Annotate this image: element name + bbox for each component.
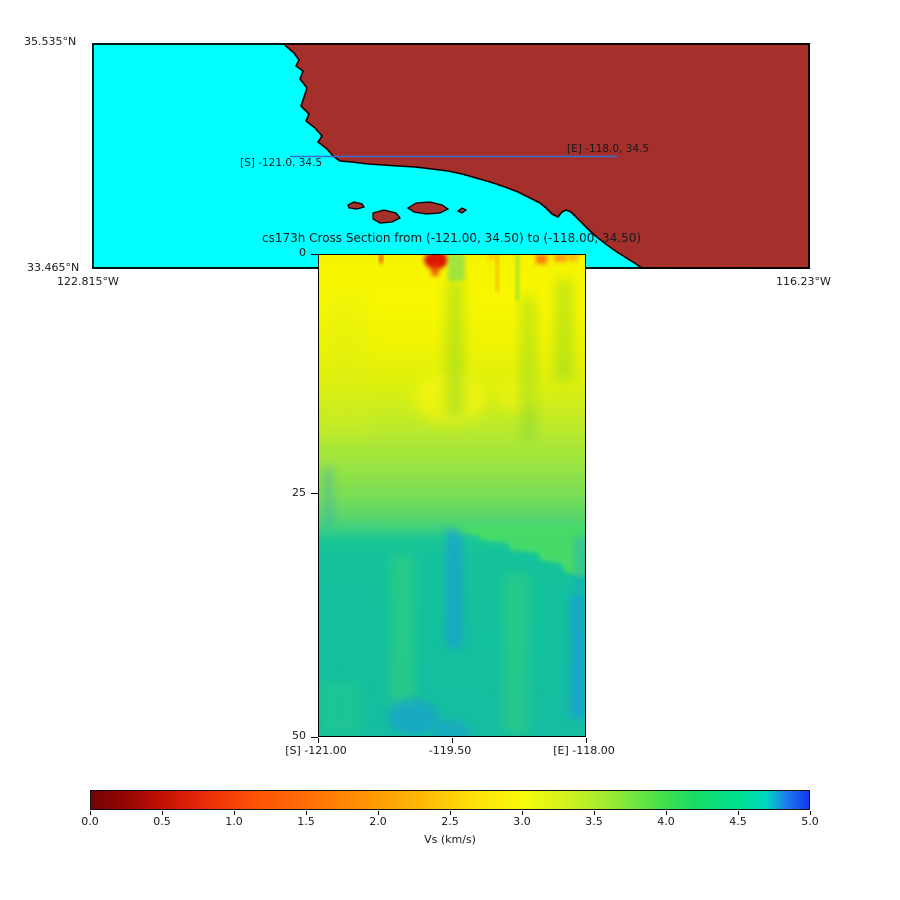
island-santa-cruz xyxy=(406,201,450,215)
cross-section-heatmap xyxy=(318,254,586,737)
section-end-label: [E] -118.0, 34.5 xyxy=(567,143,650,155)
colorbar-tick xyxy=(161,811,163,815)
colorbar-tick-label: 1.0 xyxy=(225,815,243,828)
colorbar-tick xyxy=(521,811,523,815)
colorbar-tick xyxy=(737,811,739,815)
colorbar-tick xyxy=(305,811,307,815)
colorbar-tick xyxy=(665,811,667,815)
map-label-lat-bottom: 33.465°N xyxy=(27,261,80,274)
x-tick-label-start: [S] -121.00 xyxy=(285,744,347,757)
island-san-miguel xyxy=(347,201,366,210)
colorbar-tick-label: 2.0 xyxy=(369,815,387,828)
map-canvas xyxy=(92,43,810,269)
map-label-lat-top: 35.535°N xyxy=(24,35,77,48)
heatmap-anomalies xyxy=(318,254,586,737)
y-tick-25 xyxy=(311,492,318,494)
island-anacapa xyxy=(456,207,468,214)
map-label-lon-left: 122.815°W xyxy=(57,275,119,288)
colorbar-tick-label: 2.5 xyxy=(441,815,459,828)
island-santa-rosa xyxy=(372,209,402,224)
cross-section-title: cs173h Cross Section from (-121.00, 34.5… xyxy=(261,231,642,245)
x-tick-end xyxy=(585,738,587,743)
y-tick-label-50: 50 xyxy=(292,729,306,742)
x-tick-start xyxy=(317,738,319,743)
colorbar-tick xyxy=(449,811,451,815)
x-tick-label-middle: -119.50 xyxy=(428,744,472,757)
y-tick-50 xyxy=(311,736,318,738)
colorbar-tick xyxy=(593,811,595,815)
map-label-lon-right: 116.23°W xyxy=(776,275,831,288)
colorbar-tick-label: 4.0 xyxy=(657,815,675,828)
heatmap-border xyxy=(318,254,586,737)
colorbar-tick-label: 5.0 xyxy=(801,815,819,828)
colorbar-gradient xyxy=(90,790,810,810)
colorbar-tick xyxy=(377,811,379,815)
colorbar-tick-label: 0.5 xyxy=(153,815,171,828)
colorbar-tick-label: 3.5 xyxy=(585,815,603,828)
x-tick-label-end: [E] -118.00 xyxy=(553,744,615,757)
colorbar-tick-label: 0.0 xyxy=(81,815,99,828)
colorbar-tick-label: 1.5 xyxy=(297,815,315,828)
y-tick-label-0: 0 xyxy=(299,246,306,259)
x-tick-middle xyxy=(451,738,453,743)
colorbar-tick-label: 4.5 xyxy=(729,815,747,828)
colorbar-axis-label: Vs (km/s) xyxy=(424,833,476,846)
colorbar-tick-label: 3.0 xyxy=(513,815,531,828)
colorbar-tick xyxy=(809,811,811,815)
colorbar-tick xyxy=(233,811,235,815)
section-start-label: [S] -121.0, 34.5 xyxy=(240,157,323,169)
y-tick-label-25: 25 xyxy=(292,486,306,499)
colorbar-tick xyxy=(89,811,91,815)
y-tick-0 xyxy=(311,253,318,255)
